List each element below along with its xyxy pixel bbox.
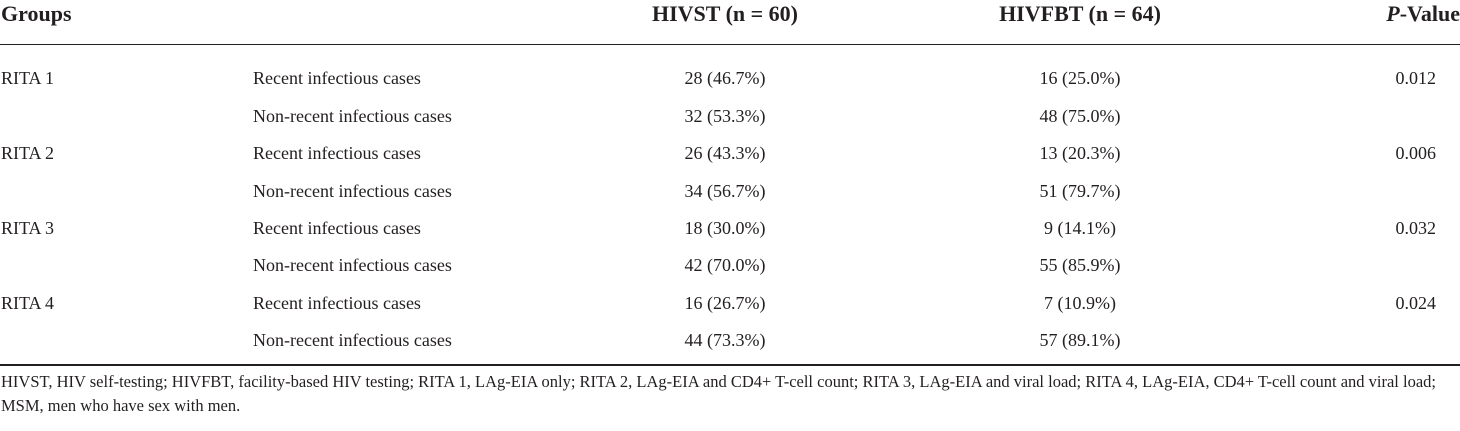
row-hivst: 32 (53.3%) <box>684 106 766 126</box>
header-p-rest: -Value <box>1399 1 1460 26</box>
row-subgroup: Non-recent infectious cases <box>253 106 452 126</box>
row-hivfbt: 13 (20.3%) <box>1039 143 1121 163</box>
row-hivfbt: 57 (89.1%) <box>1039 330 1121 350</box>
row-p-value: 0.012 <box>1395 68 1437 88</box>
row-hivst: 34 (56.7%) <box>684 181 766 201</box>
row-hivfbt: 55 (85.9%) <box>1039 255 1121 275</box>
header-rule <box>0 44 1460 45</box>
header-hivfbt: HIVFBT (n = 64) <box>999 1 1161 26</box>
row-hivst: 18 (30.0%) <box>684 218 766 238</box>
row-hivst: 42 (70.0%) <box>684 255 766 275</box>
header-hivst: HIVST (n = 60) <box>652 1 798 26</box>
row-group: RITA 2 <box>1 143 55 163</box>
bottom-rule <box>0 364 1460 366</box>
header-p-value: P-Value <box>1320 0 1460 28</box>
row-subgroup: Non-recent infectious cases <box>253 181 452 201</box>
table-footnote: HIVST, HIV self-testing; HIVFBT, facilit… <box>1 372 1437 415</box>
row-subgroup: Non-recent infectious cases <box>253 255 452 275</box>
row-subgroup: Recent infectious cases <box>253 143 421 163</box>
header-p-italic: P <box>1386 1 1400 26</box>
row-group: RITA 3 <box>1 218 55 238</box>
row-hivfbt: 9 (14.1%) <box>1044 218 1116 238</box>
header-groups: Groups <box>1 1 72 26</box>
row-hivfbt: 7 (10.9%) <box>1044 293 1116 313</box>
row-subgroup: Recent infectious cases <box>253 68 421 88</box>
row-hivfbt: 51 (79.7%) <box>1039 181 1121 201</box>
row-hivfbt: 48 (75.0%) <box>1039 106 1121 126</box>
row-hivst: 28 (46.7%) <box>684 68 766 88</box>
row-hivst: 44 (73.3%) <box>684 330 766 350</box>
row-group: RITA 1 <box>1 68 55 88</box>
row-subgroup: Recent infectious cases <box>253 218 421 238</box>
row-p-value: 0.032 <box>1395 218 1437 238</box>
row-hivst: 26 (43.3%) <box>684 143 766 163</box>
row-hivst: 16 (26.7%) <box>684 293 766 313</box>
row-p-value: 0.024 <box>1395 293 1437 313</box>
row-p-value: 0.006 <box>1395 143 1437 163</box>
row-subgroup: Non-recent infectious cases <box>253 330 452 350</box>
row-subgroup: Recent infectious cases <box>253 293 421 313</box>
row-hivfbt: 16 (25.0%) <box>1039 68 1121 88</box>
row-group: RITA 4 <box>1 293 55 313</box>
